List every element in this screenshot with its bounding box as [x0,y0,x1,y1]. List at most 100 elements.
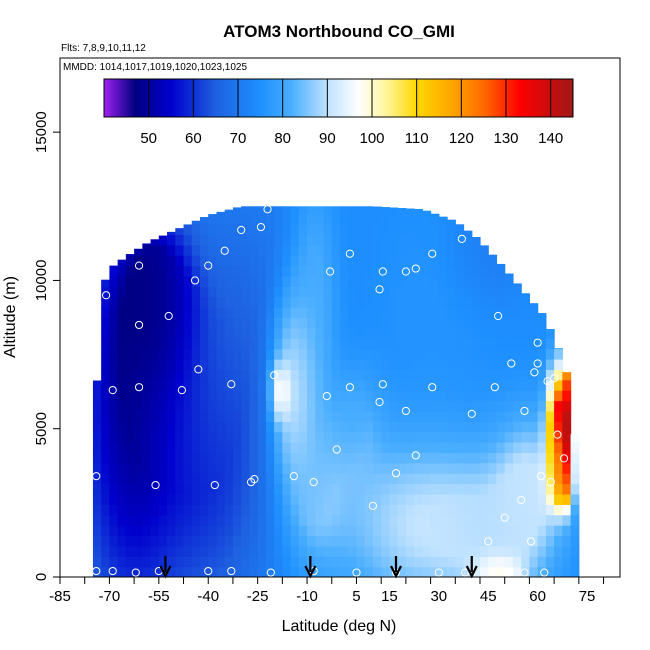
heatmap-cell [117,338,127,350]
heatmap-cell [257,338,267,350]
heatmap-cell [125,566,135,577]
heatmap-cell [200,338,209,350]
heatmap-cell [241,265,251,277]
heatmap-cell [216,525,226,537]
heatmap-cell [438,452,448,464]
heatmap-cell [241,410,251,422]
heatmap-cell [463,327,473,339]
heatmap-cell [356,431,366,443]
heatmap-cell [257,421,267,433]
heatmap-cell [200,535,209,547]
sample-point [164,311,173,321]
heatmap-cell [208,421,218,433]
heatmap-cell [183,525,193,537]
heatmap-cell [381,213,391,225]
heatmap-cell [340,556,349,568]
heatmap-cell [331,535,341,547]
heatmap-cell [191,255,201,267]
heatmap-cell [224,255,234,267]
heatmap-cell [512,317,522,329]
heatmap-cell [537,338,547,350]
heatmap-cell [348,452,358,464]
heatmap-cell [224,556,234,568]
heatmap-cell [414,275,423,287]
heatmap-cell [471,369,481,381]
heatmap-cell [241,545,251,557]
heatmap-cell [348,213,358,225]
heatmap-cell [92,380,102,391]
heatmap-cell [455,234,465,246]
heatmap-cell [562,473,572,485]
heatmap-cell [480,307,489,319]
heatmap-cell [167,359,176,370]
heatmap-cell [364,431,374,443]
heatmap-cell [249,431,259,443]
heatmap-cell [471,286,481,298]
heatmap-cell [315,296,325,308]
heatmap-cell [224,359,234,370]
heatmap-cell [183,442,193,454]
heatmap-cell [340,525,349,537]
sample-point [194,365,203,374]
heatmap-cell [158,535,168,547]
heatmap-cell [208,545,218,557]
heatmap-cell [109,410,119,422]
heatmap-cell [496,556,506,568]
heatmap-cell [183,307,193,319]
x-tick-label: -25 [247,588,269,605]
heatmap-cell [512,525,522,537]
heatmap-cell [134,483,143,495]
sample-point [533,359,542,368]
heatmap-cell [109,296,119,308]
heatmap-cell [282,483,292,495]
x-tick-label: 5 [352,588,360,605]
heatmap-cell [340,410,349,422]
heatmap-cell [405,566,415,577]
heatmap-cell [208,400,218,412]
heatmap-cell [298,338,308,350]
heatmap-cell [241,307,251,319]
heatmap-cell [356,566,366,577]
heatmap-cell [521,369,531,381]
heatmap-cell [480,327,489,339]
heatmap-cell [150,535,160,547]
sample-point [411,451,420,460]
heatmap-cell [307,369,316,381]
heatmap-cell [471,556,481,568]
heatmap-cell [405,379,415,391]
heatmap-cell [249,286,259,298]
flight-marker-arrow [465,556,478,579]
heatmap-cell [158,296,168,308]
heatmap-cell [356,296,366,308]
heatmap-cell [521,462,531,474]
heatmap-cell [488,473,498,485]
heatmap-cell [323,317,333,329]
heatmap-cell [340,338,349,350]
heatmap-cell [521,483,531,495]
heatmap-cell [200,442,209,454]
heatmap-cell [208,556,218,568]
heatmap-cell [348,317,358,329]
sample-point [102,291,111,300]
heatmap-cell [471,317,481,329]
heatmap-cell [142,296,152,308]
heatmap-cell [422,234,432,246]
heatmap-cell [175,379,185,391]
heatmap-cell [134,410,143,422]
heatmap-cell [455,296,465,308]
heatmap-cell [504,566,514,577]
heatmap-cell [405,265,415,277]
heatmap-cell [381,224,391,236]
heatmap-cell [282,286,292,298]
heatmap-cell [381,504,391,516]
heatmap-cell [315,462,325,474]
heatmap-cell [455,255,465,267]
heatmap-cell [134,307,143,319]
heatmap-cell [414,483,423,495]
heatmap-cell [381,514,391,526]
heatmap-cell [504,379,514,391]
heatmap-cell [340,244,349,256]
heatmap-cell [224,504,234,516]
heatmap-cell [109,265,119,277]
heatmap-cell [447,379,456,391]
